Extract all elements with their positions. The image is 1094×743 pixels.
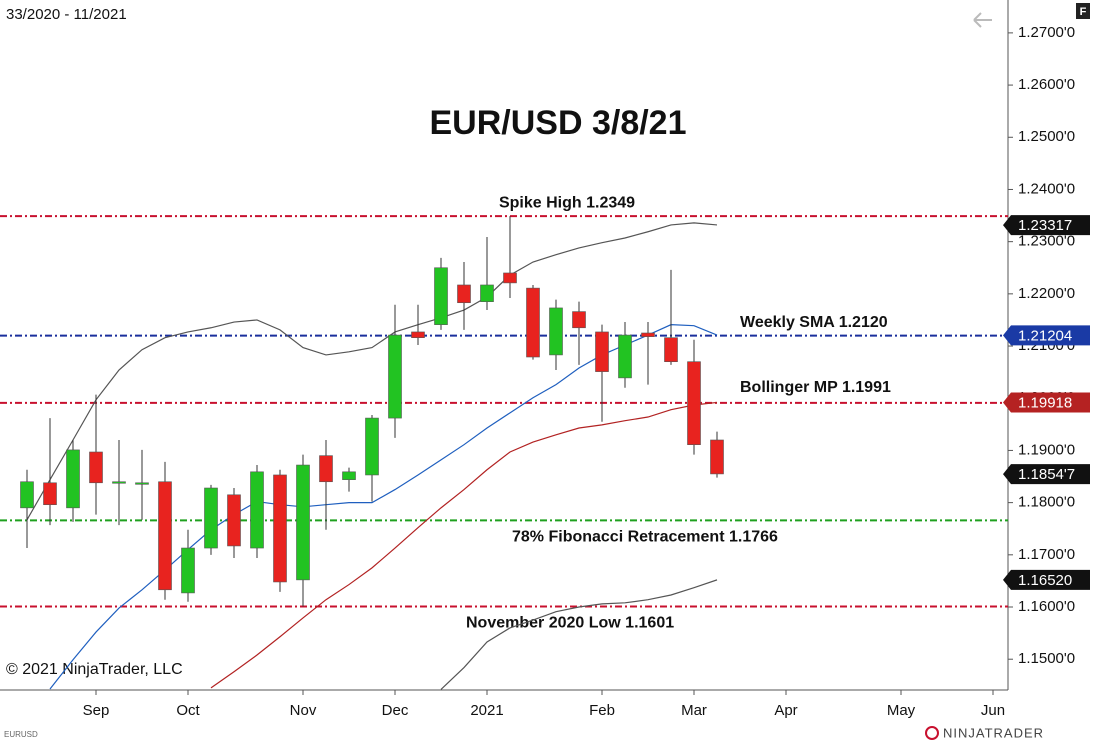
candle-body bbox=[319, 455, 333, 483]
candle-body bbox=[227, 494, 241, 547]
candle-body bbox=[710, 439, 724, 475]
indicator-line bbox=[26, 222, 718, 521]
x-tick-label: Nov bbox=[290, 702, 317, 719]
candle-body bbox=[158, 481, 172, 591]
price-tag-label: 1.19918 bbox=[1018, 394, 1072, 411]
candle-body bbox=[526, 287, 540, 358]
candle-body bbox=[595, 331, 609, 372]
candle-body bbox=[388, 334, 402, 419]
badge-box bbox=[1076, 3, 1090, 19]
price-tag-label: 1.23317 bbox=[1018, 217, 1072, 234]
y-tick-label: 1.2600'0 bbox=[1018, 76, 1075, 93]
price-tag bbox=[1003, 392, 1090, 413]
candle-body bbox=[572, 311, 586, 329]
badge: F bbox=[1080, 6, 1087, 18]
candle-body bbox=[434, 267, 448, 325]
back-arrow[interactable] bbox=[973, 12, 992, 28]
x-tick-label: Mar bbox=[681, 702, 707, 719]
candle-body bbox=[618, 334, 632, 379]
candle-body bbox=[664, 337, 678, 363]
candle-body bbox=[342, 471, 356, 480]
candle-body bbox=[296, 464, 310, 581]
candle-body bbox=[250, 471, 264, 549]
level-label: Bollinger MP 1.1991 bbox=[740, 379, 891, 396]
price-tag bbox=[1003, 215, 1090, 236]
y-tick-label: 1.2200'0 bbox=[1018, 285, 1075, 302]
x-tick-label: Feb bbox=[589, 702, 615, 719]
price-tag-label: 1.1854'7 bbox=[1018, 466, 1075, 483]
indicator-line bbox=[440, 579, 718, 690]
y-tick-label: 1.2700'0 bbox=[1018, 24, 1075, 41]
price-tag bbox=[1003, 569, 1090, 590]
candle-body bbox=[273, 474, 287, 583]
price-tag-label: 1.16520 bbox=[1018, 572, 1072, 589]
candle-body bbox=[365, 417, 379, 476]
copyright: © 2021 NinjaTrader, LLC bbox=[6, 661, 183, 678]
candle-body bbox=[89, 451, 103, 484]
price-tag bbox=[1003, 325, 1090, 346]
candle-body bbox=[687, 361, 701, 445]
y-tick-label: 1.1900'0 bbox=[1018, 441, 1075, 458]
candle-body bbox=[503, 272, 517, 284]
x-tick-label: 2021 bbox=[470, 702, 503, 719]
level-label: Spike High 1.2349 bbox=[499, 194, 635, 211]
candle-body bbox=[20, 481, 34, 509]
candle-body bbox=[411, 331, 425, 338]
level-label: Weekly SMA 1.2120 bbox=[740, 314, 888, 331]
candle-body bbox=[66, 449, 80, 509]
candle-body bbox=[457, 284, 471, 304]
x-tick-label: Jun bbox=[981, 702, 1005, 719]
x-tick-label: Apr bbox=[774, 702, 797, 719]
y-tick-label: 1.2500'0 bbox=[1018, 128, 1075, 145]
candle-body bbox=[135, 482, 149, 485]
candle-body bbox=[480, 284, 494, 302]
x-tick-label: May bbox=[887, 702, 916, 719]
y-tick-label: 1.1600'0 bbox=[1018, 598, 1075, 615]
y-tick-label: 1.1800'0 bbox=[1018, 494, 1075, 511]
y-tick-label: 1.2400'0 bbox=[1018, 180, 1075, 197]
candle-body bbox=[181, 547, 195, 594]
brand-logo bbox=[925, 726, 939, 740]
price-tag-label: 1.21204 bbox=[1018, 327, 1072, 344]
y-tick-label: 1.2300'0 bbox=[1018, 233, 1075, 250]
indicator-line bbox=[210, 401, 718, 689]
y-tick-label: 1.1700'0 bbox=[1018, 546, 1075, 563]
symbol: EURUSD bbox=[4, 730, 38, 739]
chart-title: EUR/USD 3/8/21 bbox=[430, 104, 687, 142]
candle-body bbox=[112, 481, 126, 484]
candle-body bbox=[641, 332, 655, 337]
y-tick-label: 1.1500'0 bbox=[1018, 650, 1075, 667]
x-tick-label: Dec bbox=[382, 702, 409, 719]
candle-body bbox=[43, 482, 57, 506]
price-tag bbox=[1003, 464, 1090, 485]
date-range: 33/2020 - 11/2021 bbox=[6, 6, 127, 23]
x-tick-label: Oct bbox=[176, 702, 200, 719]
level-label: 78% Fibonacci Retracement 1.1766 bbox=[512, 529, 778, 546]
x-tick-label: Sep bbox=[83, 702, 110, 719]
brand: NINJATRADER bbox=[943, 725, 1044, 740]
candle-body bbox=[549, 307, 563, 356]
level-label: November 2020 Low 1.1601 bbox=[466, 615, 674, 632]
candle-body bbox=[204, 487, 218, 549]
